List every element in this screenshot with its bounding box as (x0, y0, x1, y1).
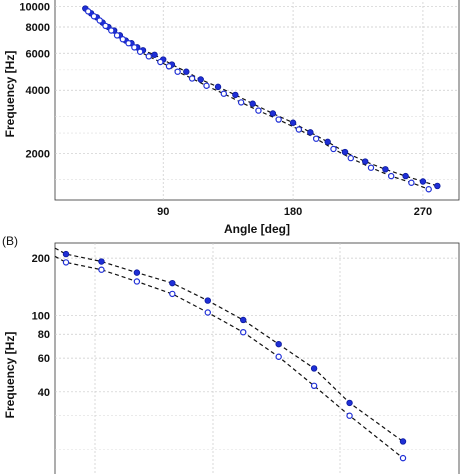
panel-b-y-tick-label: 80 (38, 329, 50, 341)
panel-b-data-point-open (399, 454, 407, 462)
panel-b-grid (55, 243, 459, 474)
panel-b-data-point-open (133, 278, 141, 285)
panel-a-data-point-open (347, 154, 354, 162)
panel-a-data-point-open (165, 63, 173, 70)
panel-a-y-tick-label: 10000 (19, 2, 50, 14)
panel-a-data-point-filled (249, 100, 256, 107)
panel-b-plot-area (54, 242, 460, 474)
panel-a-data-point-open (119, 36, 127, 43)
panel-a-data-point-open (125, 40, 132, 47)
panel-b-y-tick-label: 40 (38, 387, 50, 399)
panel-a-y-ticks: 2000 4000 6000 8000 10000 (19, 2, 50, 161)
panel-a-data-point-filled (214, 83, 222, 91)
panel-a-data-point-open (136, 48, 144, 55)
panel-a-data-point-open (96, 17, 103, 24)
panel-a-data-point-filled (183, 68, 190, 75)
panel-a-y-tick-label: 6000 (26, 48, 50, 60)
panel-b-y-tick-label: 200 (32, 253, 50, 265)
panel-a-grid (55, 0, 459, 200)
panel-b-y-tick-label: 60 (38, 353, 50, 365)
panel-b-y-tick-label: 100 (32, 311, 50, 323)
panel-a-data-point-filled (197, 76, 204, 83)
panel-b-data-point-filled (98, 258, 105, 265)
panel-b-data-point-open (240, 328, 247, 336)
panel-a-y-axis-label: Frequency [Hz] (3, 51, 17, 138)
panel-b-data-point-filled (310, 365, 318, 372)
panel-a-data-point-open (131, 44, 138, 51)
panel-a-data-point-filled (402, 172, 409, 180)
panel-a-data-point-open (312, 135, 320, 142)
panel-a-data-point-filled (307, 129, 314, 136)
panel-a-x-tick-label: 90 (157, 206, 169, 218)
panel-a-y-tick-label: 8000 (26, 22, 50, 34)
panel-a-data-point-filled (419, 178, 427, 185)
panel-a-data-point-open (220, 90, 228, 97)
panel-b-data-point-open (346, 412, 353, 419)
panel-a-x-tick-label: 180 (284, 206, 302, 218)
panel-a-data-point-filled (324, 138, 331, 146)
panel-a-data-point-open (113, 32, 121, 39)
panel-a-y-tick-label: 2000 (26, 148, 50, 160)
panel-a-data-point-open (188, 75, 196, 82)
panel-b-label: (B) (2, 234, 18, 248)
panel-b-data-point-filled (346, 399, 353, 407)
panel-b-data-point-filled (240, 316, 247, 324)
panel-b-data-point-filled (399, 438, 407, 445)
panel-a-data-point-open (408, 179, 415, 186)
panel-b-data-point-open (169, 290, 176, 298)
panel-a-data-point-open (145, 53, 152, 60)
panel-a-y-tick-label: 4000 (26, 85, 50, 97)
panel-b-data-point-filled (133, 269, 141, 276)
panel-a-data-point-open (203, 82, 210, 89)
panel-a-data-point-open (295, 126, 303, 133)
panel-b-data-point-open (62, 259, 70, 266)
panel-a-data-point-filled (362, 158, 369, 165)
panel-b-data-point-open (310, 382, 318, 390)
panel-a-data-point-filled (269, 110, 277, 117)
panel-b-data-point-filled (169, 279, 176, 287)
panel-a-data-point-filled (289, 119, 297, 126)
panel-a-data-point-open (174, 68, 181, 75)
panel-b-y-ticks: 40 60 80 100 200 (32, 253, 50, 399)
panel-a-x-ticks: 90 180 270 (157, 206, 432, 218)
panel-a-x-tick-label: 270 (414, 206, 432, 218)
panel-b-data-point-filled (275, 340, 282, 348)
panel-b: (B) 40 60 80 100 200 Frequency [Hz] (2, 234, 460, 474)
panel-a-data-point-open (330, 145, 337, 153)
panel-a-data-point-open (425, 186, 432, 193)
panel-a-data-point-open (255, 107, 262, 114)
panel-a-data-point-open (157, 58, 164, 66)
panel-a-data-point-filled (434, 182, 441, 190)
panel-b-data-point-filled (204, 297, 211, 304)
panel-b-data-point-filled (62, 250, 70, 258)
panel-a-data-point-open (84, 8, 92, 15)
panel-b-points (62, 250, 407, 462)
panel-b-y-axis-label: Frequency [Hz] (3, 332, 17, 419)
panel-a-data-point-open (102, 22, 109, 30)
panel-a-data-point-open (237, 99, 245, 106)
panel-a-data-point-open (367, 164, 375, 171)
panel-a-data-point-filled (382, 166, 389, 173)
panel-a-data-point-filled (232, 91, 239, 99)
panel-b-data-point-open (98, 266, 105, 273)
panel-a-data-point-open (387, 172, 395, 180)
panel-a: 2000 4000 6000 8000 10000 90 180 270 Angle [de… (3, 0, 460, 236)
panel-a-data-point-filled (341, 148, 349, 156)
panel-a-data-point-open (275, 116, 282, 123)
panel-a-points (82, 5, 441, 193)
panel-b-data-point-open (275, 353, 282, 360)
panel-b-data-point-open (204, 309, 211, 316)
panel-a-data-point-filled (151, 51, 158, 58)
panel-a-data-point-open (90, 13, 98, 20)
panel-a-x-axis-label: Angle [deg] (224, 222, 290, 236)
panel-a-data-point-open (108, 27, 115, 34)
